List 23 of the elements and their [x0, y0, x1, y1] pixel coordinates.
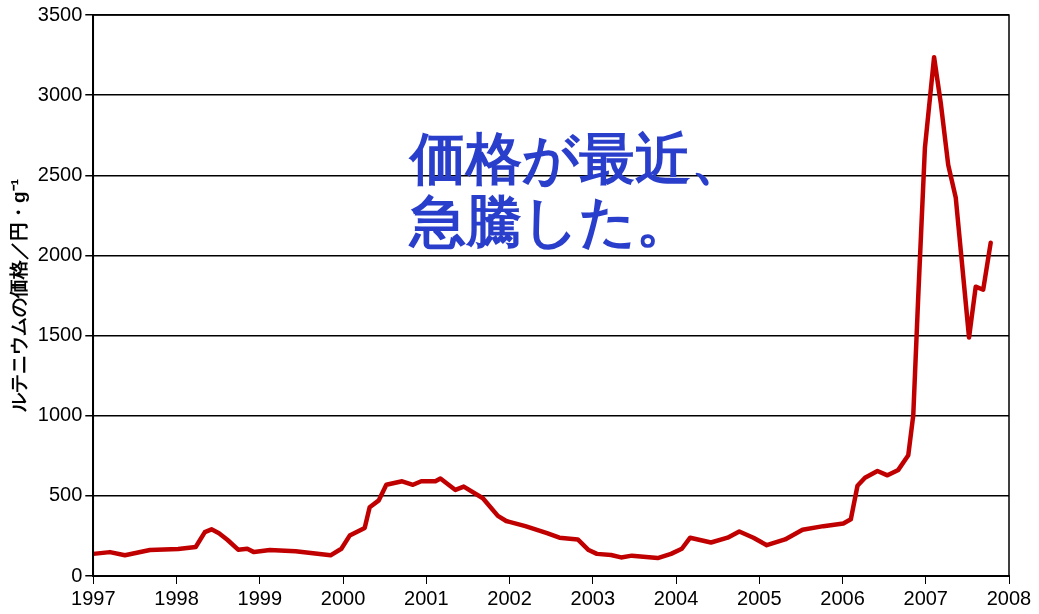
x-tick-label: 2003	[570, 586, 616, 609]
annotation: 急騰した。	[410, 188, 693, 254]
x-tick-label: 1998	[154, 586, 199, 609]
x-tick-label: 2008	[986, 586, 1032, 609]
y-tick-label: 2500	[37, 162, 83, 185]
annotation: 価格が最近、	[410, 126, 747, 191]
x-tick-label: 1997	[71, 586, 116, 609]
y-axis-title: ルテニウムの価格／円・g⁻¹	[7, 179, 29, 413]
y-tick-label: 2000	[37, 242, 83, 265]
y-tick-label: 0	[71, 563, 83, 586]
x-tick-label: 1999	[237, 586, 283, 609]
y-tick-label: 1500	[37, 323, 83, 346]
x-tick-label: 2001	[404, 586, 449, 609]
y-tick-label: 3500	[37, 2, 83, 25]
y-tick-label: 1000	[37, 403, 83, 426]
y-tick-label: 3000	[37, 82, 83, 105]
x-tick-label: 2002	[487, 586, 532, 609]
x-tick-label: 2000	[320, 586, 366, 609]
x-tick-label: 2004	[653, 586, 699, 609]
y-tick-label: 500	[48, 483, 83, 506]
x-tick-label: 2006	[820, 586, 865, 609]
x-tick-label: 2007	[903, 586, 948, 609]
x-tick-label: 2005	[737, 586, 782, 609]
